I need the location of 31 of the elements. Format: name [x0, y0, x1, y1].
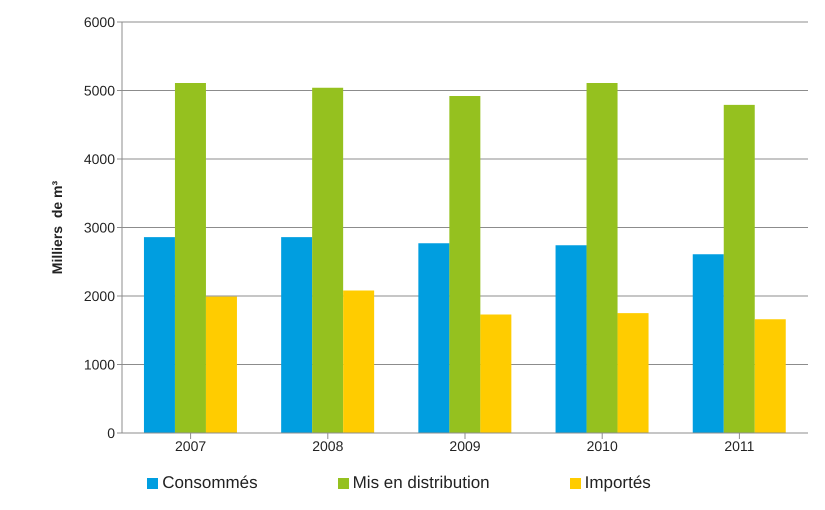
legend-label: Mis en distribution — [352, 473, 490, 492]
y-axis-title: Milliers de m³ — [49, 180, 65, 274]
x-tick-label: 2007 — [175, 438, 206, 454]
legend-label: Importés — [584, 473, 651, 492]
bar — [144, 237, 175, 433]
y-tick-label: 4000 — [84, 150, 116, 167]
bar — [480, 314, 512, 433]
bar — [754, 319, 786, 433]
y-tick-label: 5000 — [84, 82, 116, 98]
x-tick-label: 2010 — [586, 438, 618, 454]
y-tick-label: 1000 — [84, 356, 116, 372]
bar — [618, 313, 649, 433]
x-tick-label: 2008 — [312, 438, 344, 454]
bar — [449, 96, 480, 433]
bar — [174, 82, 206, 433]
y-tick-label: 0 — [107, 424, 116, 441]
bar — [281, 237, 312, 433]
bar — [418, 243, 450, 433]
bar — [692, 254, 724, 433]
bar — [586, 82, 618, 433]
y-tick-label: 3000 — [84, 219, 116, 236]
x-tick-label: 2011 — [724, 438, 755, 454]
bar — [312, 88, 344, 433]
y-tick-label: 2000 — [84, 288, 116, 304]
bar — [343, 290, 374, 433]
legend-label: Consommés — [162, 473, 258, 492]
bar — [556, 245, 587, 433]
x-tick-label: 2009 — [449, 438, 481, 454]
bar — [206, 296, 237, 433]
bar — [724, 104, 755, 433]
y-tick-label: 6000 — [84, 14, 116, 30]
